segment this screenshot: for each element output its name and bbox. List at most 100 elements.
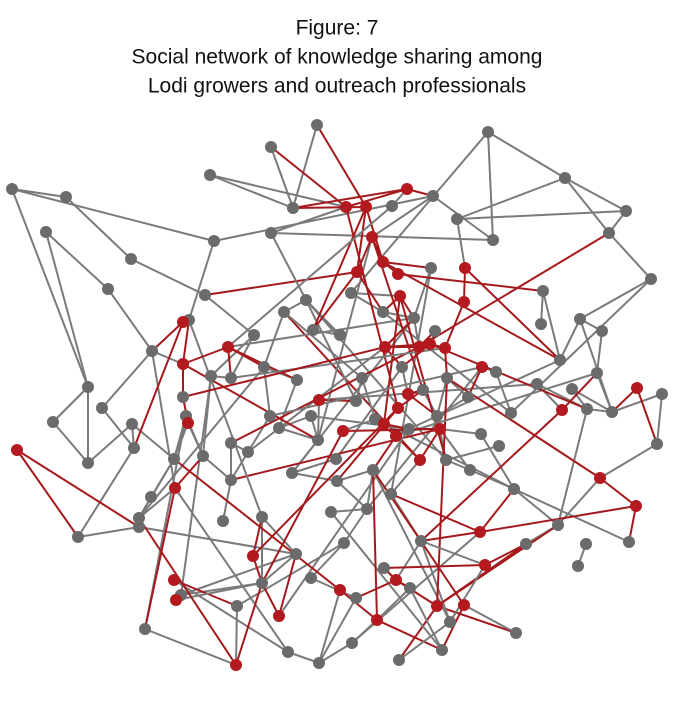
node-gray — [346, 637, 358, 649]
edge — [480, 433, 515, 490]
edge — [372, 435, 397, 471]
edge — [343, 508, 368, 544]
edge — [449, 564, 486, 623]
edge — [599, 443, 658, 479]
edge — [382, 261, 561, 361]
node-gray — [126, 418, 138, 430]
node-gray — [393, 654, 405, 666]
node-gray — [490, 366, 502, 378]
edge — [173, 579, 238, 607]
node-gray — [377, 306, 389, 318]
edge — [495, 371, 512, 414]
node-red — [340, 201, 352, 213]
node-gray — [330, 453, 342, 465]
edge — [339, 589, 378, 621]
edge — [278, 553, 297, 617]
node-gray — [177, 391, 189, 403]
node-red — [631, 382, 643, 394]
edge — [419, 428, 441, 461]
edge — [138, 517, 237, 666]
edge — [188, 319, 263, 518]
edge — [536, 383, 563, 411]
edge — [292, 206, 367, 209]
node-gray — [258, 361, 270, 373]
node-red — [177, 358, 189, 370]
edge — [441, 604, 465, 651]
node-gray — [133, 521, 145, 533]
node-gray — [305, 410, 317, 422]
edge — [628, 505, 637, 543]
node-gray — [265, 141, 277, 153]
node-gray — [313, 657, 325, 669]
edge — [409, 587, 443, 651]
node-gray — [591, 367, 603, 379]
node-red — [273, 610, 285, 622]
edge — [261, 582, 280, 617]
edge — [173, 422, 189, 460]
node-gray — [168, 453, 180, 465]
node-gray — [338, 537, 350, 549]
edge — [16, 449, 79, 538]
edge — [278, 428, 410, 617]
node-red — [394, 290, 406, 302]
edge — [283, 311, 363, 379]
node-red — [378, 418, 390, 430]
node-red — [366, 231, 378, 243]
edge — [77, 447, 135, 538]
node-red — [169, 482, 181, 494]
node-gray — [656, 388, 668, 400]
node-gray — [531, 378, 543, 390]
node-red — [390, 430, 402, 442]
edge — [542, 290, 561, 361]
edge — [463, 604, 517, 634]
edge — [382, 261, 432, 269]
edge — [45, 231, 89, 388]
edge — [398, 621, 451, 661]
edge — [557, 408, 588, 526]
node-gray — [572, 560, 584, 572]
edge — [11, 188, 67, 198]
edge — [133, 321, 184, 449]
node-gray — [125, 253, 137, 265]
node-gray — [265, 227, 277, 239]
node-red — [337, 425, 349, 437]
node-gray — [325, 506, 337, 518]
edge — [312, 206, 367, 331]
node-red — [439, 342, 451, 354]
edge — [270, 146, 294, 209]
edge — [436, 605, 517, 634]
edge — [52, 421, 89, 464]
edge — [420, 540, 451, 623]
node-gray — [596, 325, 608, 337]
edge — [436, 377, 448, 417]
node-gray — [403, 423, 415, 435]
edge — [330, 511, 443, 651]
node-gray — [311, 119, 323, 131]
edge — [420, 531, 481, 542]
node-gray — [408, 312, 420, 324]
node-gray — [441, 372, 453, 384]
edge — [182, 346, 386, 398]
edge — [202, 375, 212, 457]
node-gray — [290, 548, 302, 560]
node-red — [594, 472, 606, 484]
edge — [270, 232, 307, 301]
node-gray — [520, 538, 532, 550]
edge — [182, 319, 190, 365]
edge — [579, 278, 652, 320]
node-gray — [620, 205, 632, 217]
node-gray — [574, 313, 586, 325]
node-gray — [508, 483, 520, 495]
node-gray — [256, 577, 268, 589]
node-gray — [417, 384, 429, 396]
node-gray — [431, 410, 443, 422]
edge — [372, 469, 451, 623]
node-gray — [436, 644, 448, 656]
node-red — [630, 500, 642, 512]
node-gray — [645, 273, 657, 285]
node-red — [434, 423, 446, 435]
node-gray — [278, 306, 290, 318]
node-gray — [535, 318, 547, 330]
edge — [180, 375, 212, 596]
